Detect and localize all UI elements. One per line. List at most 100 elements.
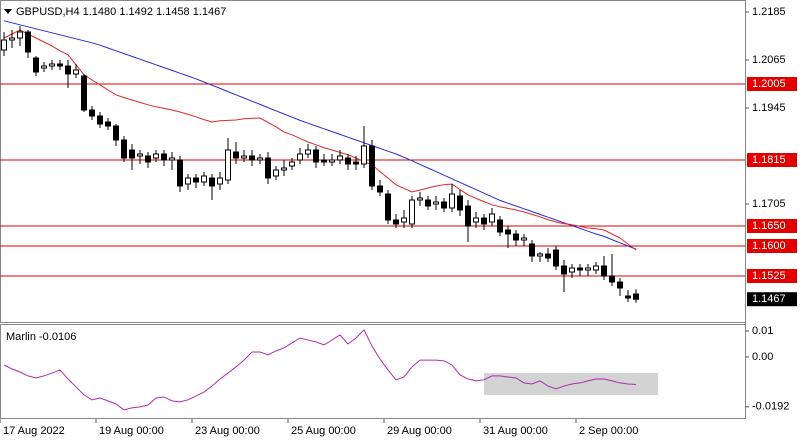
menu-icon xyxy=(4,9,12,14)
candle-body xyxy=(193,177,199,183)
candle-body xyxy=(249,155,255,161)
candle-body xyxy=(529,243,535,257)
candle-body xyxy=(577,267,583,271)
level-label-box xyxy=(747,269,797,283)
y-tick-label: 0.00 xyxy=(752,351,773,363)
candle-body xyxy=(129,149,135,159)
y-tick-label: 0.01 xyxy=(752,325,773,337)
candle-body xyxy=(297,153,303,161)
candle-body xyxy=(121,139,127,159)
candle-body xyxy=(609,275,615,283)
candle-body xyxy=(241,155,247,159)
candle-body xyxy=(201,175,207,183)
candle-body xyxy=(385,193,391,221)
candle-body xyxy=(313,149,319,163)
candle-body xyxy=(457,195,463,211)
level-label: 1.1525 xyxy=(752,270,786,282)
candle-body xyxy=(33,57,39,73)
candle-body xyxy=(153,153,159,159)
y-tick-label: 1.1705 xyxy=(752,198,786,210)
y-tick-label: 1.1945 xyxy=(752,102,786,114)
candle-body xyxy=(409,199,415,225)
candle-body xyxy=(161,153,167,161)
x-tick-label: 23 Aug 00:00 xyxy=(195,425,260,437)
candle-body xyxy=(289,161,295,167)
candle-body xyxy=(57,63,63,67)
price-label-box xyxy=(747,292,797,307)
candle-body xyxy=(593,265,599,271)
candle-body xyxy=(553,249,559,267)
price-label: 1.1467 xyxy=(752,293,786,305)
level-label: 1.2005 xyxy=(752,78,786,90)
candle-body xyxy=(137,153,143,157)
level-label-box xyxy=(747,77,797,91)
chart-title: GBPUSD,H4 1.1480 1.1492 1.1458 1.1467 xyxy=(16,6,226,18)
candle-body xyxy=(497,219,503,233)
moving-average xyxy=(3,20,637,250)
candle-body xyxy=(169,157,175,161)
candle-body xyxy=(473,217,479,223)
indicator-line xyxy=(3,329,637,411)
candle-body xyxy=(401,217,407,223)
x-tick-label: 29 Aug 00:00 xyxy=(387,425,452,437)
x-tick-label: 19 Aug 00:00 xyxy=(99,425,164,437)
candle-body xyxy=(521,237,527,241)
candle-body xyxy=(1,39,7,51)
candle-body xyxy=(185,177,191,185)
level-label: 1.1650 xyxy=(752,220,786,232)
candle-body xyxy=(345,157,351,165)
candle-body xyxy=(97,115,103,125)
indicator-title: Marlin -0.0106 xyxy=(6,331,76,343)
candle-body xyxy=(265,157,271,179)
x-tick-label: 31 Aug 00:00 xyxy=(483,425,548,437)
candle-body xyxy=(177,159,183,187)
x-tick-label: 2 Sep 00:00 xyxy=(579,425,638,437)
candle-body xyxy=(209,177,215,187)
candle-body xyxy=(217,177,223,185)
candle-body xyxy=(145,155,151,163)
candle-body xyxy=(569,267,575,273)
candle-body xyxy=(273,169,279,177)
candle-body xyxy=(225,149,231,181)
moving-average xyxy=(3,29,637,251)
candle-body xyxy=(81,75,87,111)
y-tick-label: 1.2185 xyxy=(752,6,786,18)
candle-body xyxy=(329,159,335,163)
level-label: 1.1600 xyxy=(752,240,786,252)
candle-body xyxy=(617,281,623,289)
candle-body xyxy=(17,31,23,39)
candle-body xyxy=(9,37,15,41)
candle-body xyxy=(441,201,447,209)
candle-body xyxy=(65,65,71,75)
candle-body xyxy=(633,293,639,300)
candle-body xyxy=(321,159,327,163)
candle-body xyxy=(41,65,47,69)
level-label: 1.1815 xyxy=(752,154,786,166)
candle-body xyxy=(257,157,263,161)
candle-body xyxy=(449,193,455,209)
candle-body xyxy=(585,267,591,271)
candle-body xyxy=(233,151,239,159)
candle-body xyxy=(601,265,607,277)
candle-body xyxy=(105,121,111,127)
candle-body xyxy=(505,229,511,235)
candle-body xyxy=(281,167,287,171)
candle-body xyxy=(433,201,439,205)
x-tick-label: 25 Aug 00:00 xyxy=(291,425,356,437)
candle-body xyxy=(89,109,95,117)
candle-body xyxy=(537,253,543,257)
candle-body xyxy=(25,31,31,53)
y-tick-label: 1.2065 xyxy=(752,54,786,66)
x-tick-label: 17 Aug 2022 xyxy=(3,425,65,437)
candle-body xyxy=(49,63,55,67)
candle-body xyxy=(545,253,551,259)
candle-body xyxy=(369,145,375,187)
candle-body xyxy=(425,199,431,207)
candle-body xyxy=(417,197,423,201)
candle-body xyxy=(465,205,471,227)
candle-body xyxy=(73,69,79,75)
level-label-box xyxy=(747,153,797,167)
level-label-box xyxy=(747,219,797,233)
candle-body xyxy=(305,149,311,155)
